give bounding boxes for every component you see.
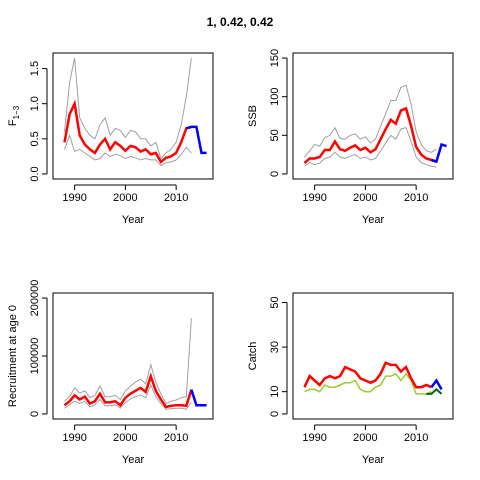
ssb-lower-bound-line [304,126,437,168]
ssb-x-axis-label: Year [362,214,385,226]
ssb-x-tick-label: 2000 [353,192,377,204]
panel-recruitment: 1990 2000 2010 Year 0 100000 200000 Recruitment… [7,280,214,466]
ssb-y-tick-label: 100 [269,88,281,106]
recruitment-x-axis-label: Year [122,454,145,466]
f-y-tick-label: 0.5 [29,131,41,146]
catch-y-tick-label: 30 [269,341,281,353]
catch-y-tick-label: 50 [269,296,281,308]
f-plot-frame [52,52,214,180]
catch-x-axis-label: Year [362,454,385,466]
catch-observed-line [304,372,432,395]
ssb-y-tick-label: 150 [269,49,281,67]
catch-forecast-observed-line [426,388,443,395]
f-estimate-line [63,99,192,164]
recruitment-x-tick-label: 2010 [164,432,188,444]
catch-model-line [303,361,432,389]
f-x-tick-label: 2010 [164,192,188,204]
f-y-axis-label: F1−3 [7,105,21,126]
ssb-x-tick-label: 2010 [404,192,428,204]
recruitment-y-tick-label: 100000 [29,338,41,375]
f-x-tick-label: 1990 [62,192,86,204]
catch-projection-line [430,378,443,391]
ssb-estimate-line [303,106,437,165]
f-lower-bound-line [64,133,192,167]
panel-catch: 1990 2000 2010 Year 0 10 30 50 Catch [247,292,454,466]
recruitment-lower-bound-line [64,383,192,410]
recruitment-x-tick-label: 1990 [62,432,86,444]
panel-ssb: 1990 2000 2010 Year 0 50 100 150 SSB [247,49,454,226]
figure-title: 1, 0.42, 0.42 [207,15,274,29]
f-x-tick-label: 2000 [113,192,137,204]
recruitment-upper-bound-line [64,318,192,405]
ssb-y-tick-label: 0 [269,171,281,177]
f-x-axis-label: Year [122,214,145,226]
recruitment-x-tick-label: 2000 [113,432,137,444]
ssb-plot-frame [292,52,454,180]
recruitment-y-axis-label: Recruitment at age 0 [7,305,19,407]
panel-fishing-mortality: 1990 2000 2010 Year 0.0 0.5 1.0 1.5 F1−3 [7,52,214,226]
catch-y-axis-label: Catch [247,342,259,371]
f-y-tick-label: 0.0 [29,166,41,181]
catch-x-tick-label: 2010 [404,432,428,444]
f-y-tick-label: 1.0 [29,96,41,111]
recruitment-y-tick-label: 200000 [29,280,41,317]
f-y-tick-label: 1.5 [29,61,41,76]
ssb-x-tick-label: 1990 [302,192,326,204]
recruitment-projection-line [190,389,207,407]
catch-y-tick-label: 10 [269,386,281,398]
ssb-upper-bound-line [304,84,437,158]
catch-x-tick-label: 2000 [353,432,377,444]
recruitment-estimate-line [63,372,193,409]
recruitment-y-tick-label: 0 [29,411,41,417]
ssb-y-tick-label: 50 [269,129,281,141]
ssb-y-axis-label: SSB [247,105,259,127]
catch-plot-frame [292,292,454,420]
ssb-projection-line [431,143,447,164]
catch-x-tick-label: 1990 [302,432,326,444]
catch-y-tick-label: 0 [269,411,281,417]
f-upper-bound-line [64,57,192,160]
f-projection-line [185,125,207,155]
recruitment-plot-frame [52,292,214,420]
